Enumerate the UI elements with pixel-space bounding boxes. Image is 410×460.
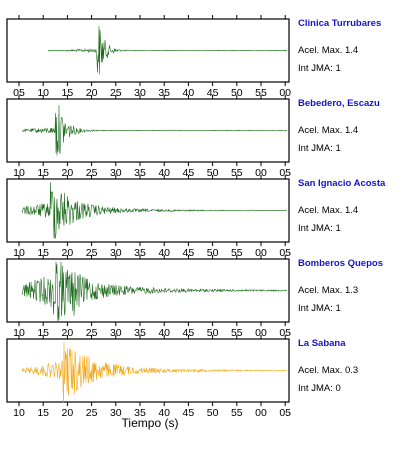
tick-label: 05 [13, 87, 25, 99]
tick-label: 35 [134, 327, 146, 339]
tick-label: 30 [134, 87, 146, 99]
max-acceleration: Acel. Max. 1.4 [298, 45, 359, 56]
tick-label: 15 [37, 407, 49, 419]
waveform-trace [21, 182, 287, 239]
station-name: San Ignacio Acosta [298, 178, 386, 189]
tick-label: 30 [110, 247, 122, 259]
tick-label: 20 [62, 407, 74, 419]
tick-label: 00 [255, 247, 267, 259]
station-info-4: Bomberos Quepos Acel. Max. 1.3 Int JMA: 1 [298, 258, 408, 314]
tick-label: 25 [110, 87, 122, 99]
tick-label: 50 [207, 327, 219, 339]
max-acceleration: Acel. Max. 1.4 [298, 125, 359, 136]
tick-label: 15 [62, 87, 74, 99]
tick-label: 45 [183, 247, 195, 259]
tick-label: 55 [231, 407, 243, 419]
jma-intensity: Int JMA: 0 [298, 383, 341, 394]
waveform-trace [21, 261, 288, 323]
tick-label: 40 [158, 327, 170, 339]
tick-label: 30 [110, 407, 122, 419]
waveform-trace [21, 341, 288, 404]
tick-label: 25 [86, 407, 98, 419]
tick-label: 40 [158, 407, 170, 419]
panel-frame [6, 178, 290, 243]
panel-frame [6, 98, 290, 163]
tick-label: 00 [255, 327, 267, 339]
tick-label: 20 [62, 167, 74, 179]
station-name: Bebedero, Escazu [298, 98, 380, 109]
tick-label: 50 [231, 87, 243, 99]
tick-label: 05 [279, 247, 291, 259]
station-info-2: Bebedero, Escazu Acel. Max. 1.4 Int JMA: 1 [298, 98, 408, 154]
tick-label: 30 [110, 327, 122, 339]
jma-intensity: Int JMA: 1 [298, 223, 341, 234]
tick-label: 35 [134, 247, 146, 259]
panel-frame [6, 258, 290, 323]
station-info-5: La Sabana Acel. Max. 0.3 Int JMA: 0 [298, 338, 408, 394]
tick-label: 35 [134, 167, 146, 179]
panel-5: 10 15 20 25 30 35 40 45 50 55 00 05 [6, 335, 291, 419]
tick-label: 45 [207, 87, 219, 99]
tick-label: 50 [207, 247, 219, 259]
tick-label: 10 [13, 407, 25, 419]
panel-frame [6, 18, 290, 83]
tick-label: 25 [86, 247, 98, 259]
tick-label: 25 [86, 327, 98, 339]
station-info-1: Clinica Turrubares Acel. Max. 1.4 Int JMA:… [298, 18, 408, 74]
tick-label: 40 [158, 247, 170, 259]
tick-label: 15 [37, 247, 49, 259]
tick-label: 00 [255, 167, 267, 179]
waveform-trace [21, 105, 288, 156]
jma-intensity: Int JMA: 1 [298, 63, 341, 74]
tick-label: 10 [13, 327, 25, 339]
tick-label: 15 [37, 167, 49, 179]
tick-label: 55 [231, 167, 243, 179]
panel-1: 05 10 15 20 25 30 35 40 45 50 55 00 [6, 15, 291, 99]
tick-label: 50 [207, 167, 219, 179]
tick-label: 10 [37, 87, 49, 99]
tick-label: 55 [231, 247, 243, 259]
panel-2: 10 15 20 25 30 35 40 45 50 55 00 05 [6, 95, 291, 179]
tick-label: 10 [13, 247, 25, 259]
tick-label: 45 [183, 167, 195, 179]
tick-label: 05 [279, 327, 291, 339]
max-acceleration: Acel. Max. 1.3 [298, 285, 359, 296]
x-axis-label: Tiempo (s) [121, 416, 179, 430]
tick-label: 40 [158, 167, 170, 179]
tick-label: 05 [279, 167, 291, 179]
tick-label: 05 [279, 407, 291, 419]
tick-label: 55 [231, 327, 243, 339]
station-name: La Sabana [298, 338, 346, 349]
tick-label: 10 [13, 167, 25, 179]
tick-label: 35 [134, 407, 146, 419]
max-acceleration: Acel. Max. 1.4 [298, 205, 359, 216]
tick-label: 15 [37, 327, 49, 339]
tick-label: 00 [279, 87, 291, 99]
panel-4: 10 15 20 25 30 35 40 45 50 55 00 05 [6, 255, 291, 339]
tick-label: 35 [158, 87, 170, 99]
tick-label: 00 [255, 407, 267, 419]
panel-3: 10 15 20 25 30 35 40 45 50 55 00 05 [6, 175, 291, 259]
tick-label: 45 [183, 327, 195, 339]
tick-label: 20 [62, 327, 74, 339]
waveform-trace [47, 25, 288, 75]
tick-label: 55 [255, 87, 267, 99]
tick-label: 30 [110, 167, 122, 179]
max-acceleration: Acel. Max. 0.3 [298, 365, 359, 376]
tick-label: 50 [207, 407, 219, 419]
station-name: Bomberos Quepos [298, 258, 383, 269]
tick-label: 45 [183, 407, 195, 419]
tick-label: 20 [86, 87, 98, 99]
jma-intensity: Int JMA: 1 [298, 303, 341, 314]
panel-frame [6, 338, 290, 403]
station-name: Clinica Turrubares [298, 18, 382, 29]
jma-intensity: Int JMA: 1 [298, 143, 341, 154]
tick-label: 40 [183, 87, 195, 99]
tick-label: 25 [86, 167, 98, 179]
station-info-3: San Ignacio Acosta Acel. Max. 1.4 Int JMA:… [298, 178, 408, 234]
tick-label: 20 [62, 247, 74, 259]
